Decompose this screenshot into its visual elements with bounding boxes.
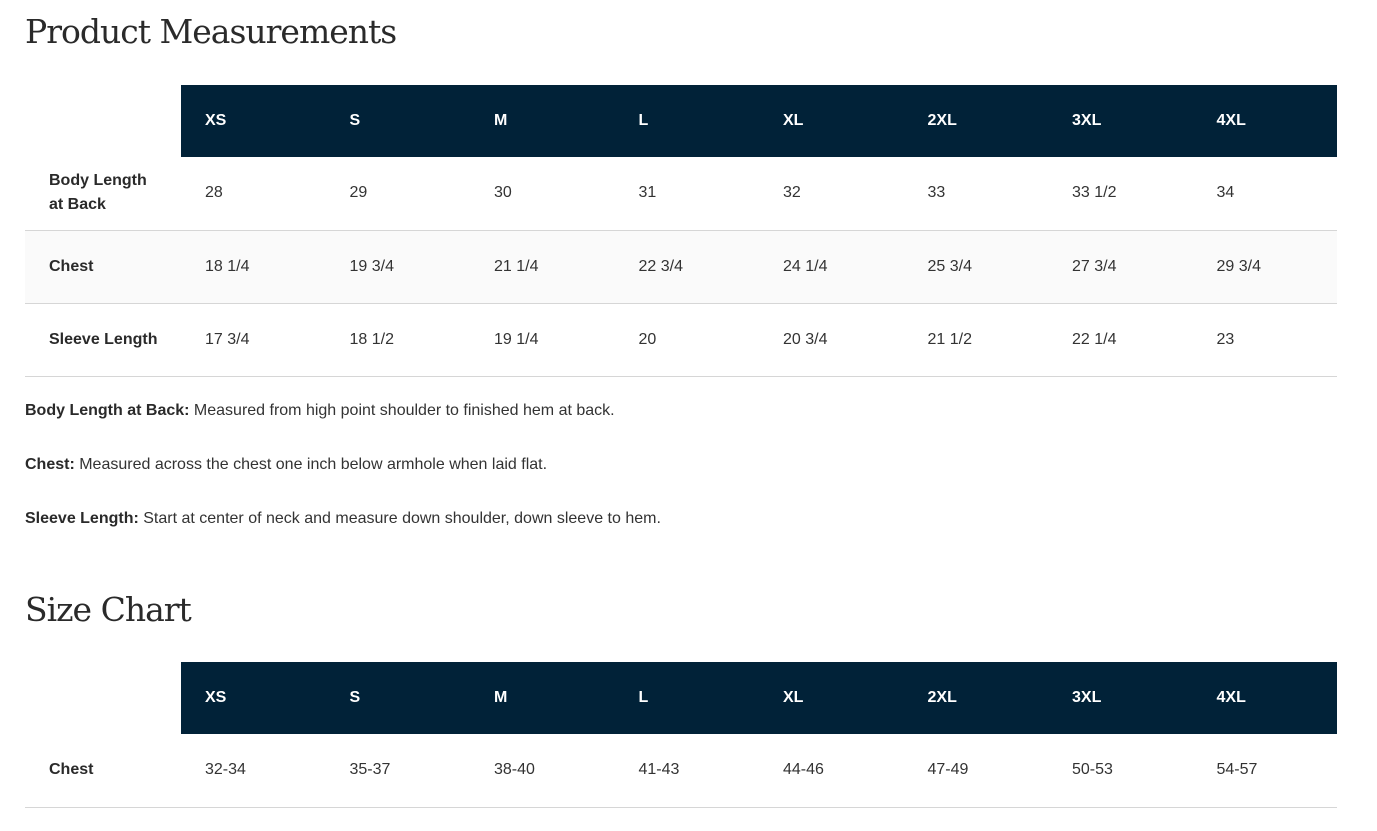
cell-value: 33 1/2 xyxy=(1048,157,1193,231)
size-header-s: S xyxy=(325,662,470,734)
row-label: Sleeve Length xyxy=(25,303,181,377)
row-label: Chest xyxy=(25,230,181,304)
note-text: Measured across the chest one inch below… xyxy=(74,456,548,473)
note-term: Body Length at Back: xyxy=(25,402,190,419)
size-header-2xl: 2XL xyxy=(903,662,1048,734)
size-header-3xl: 3XL xyxy=(1048,662,1193,734)
size-header-xs: XS xyxy=(181,662,326,734)
cell-value: 33 xyxy=(903,157,1048,231)
table-row: Body Length at Back 28 29 30 31 32 33 33 1/2 34 xyxy=(25,157,1337,231)
cell-value: 32-34 xyxy=(181,734,326,808)
cell-value: 28 xyxy=(181,157,326,231)
size-header-m: M xyxy=(470,85,615,157)
cell-value: 21 1/4 xyxy=(470,230,615,304)
size-header-s: S xyxy=(325,85,470,157)
cell-value: 31 xyxy=(614,157,759,231)
cell-value: 22 3/4 xyxy=(614,230,759,304)
measurement-note: Chest: Measured across the chest one inc… xyxy=(25,456,547,474)
cell-value: 27 3/4 xyxy=(1048,230,1193,304)
cell-value: 30 xyxy=(470,157,615,231)
cell-value: 19 3/4 xyxy=(325,230,470,304)
cell-value: 23 xyxy=(1192,303,1337,377)
cell-value: 18 1/2 xyxy=(325,303,470,377)
cell-value: 34 xyxy=(1192,157,1337,231)
row-label: Body Length at Back xyxy=(25,157,181,231)
size-header-4xl: 4XL xyxy=(1192,662,1337,734)
cell-value: 25 3/4 xyxy=(903,230,1048,304)
cell-value: 17 3/4 xyxy=(181,303,326,377)
cell-value: 44-46 xyxy=(759,734,904,808)
size-header-l: L xyxy=(614,85,759,157)
size-chart-table: XS S M L XL 2XL 3XL 4XL Chest 32-34 35-37 38-40 41-… xyxy=(25,662,1337,808)
cell-value: 32 xyxy=(759,157,904,231)
cell-value: 47-49 xyxy=(903,734,1048,808)
size-header-xl: XL xyxy=(759,662,904,734)
table-row: Chest 18 1/4 19 3/4 21 1/4 22 3/4 24 1/4 25 3/… xyxy=(25,230,1337,304)
size-chart-title: Size Chart xyxy=(25,590,192,629)
measurements-table: XS S M L XL 2XL 3XL 4XL Body Length at Back 28 29… xyxy=(25,85,1337,377)
corner-cell xyxy=(25,85,181,157)
table-row: Chest 32-34 35-37 38-40 41-43 44-46 47-49 50-53… xyxy=(25,734,1337,808)
size-header-m: M xyxy=(470,662,615,734)
cell-value: 29 3/4 xyxy=(1192,230,1337,304)
cell-value: 20 3/4 xyxy=(759,303,904,377)
cell-value: 54-57 xyxy=(1192,734,1337,808)
cell-value: 35-37 xyxy=(325,734,470,808)
size-header-3xl: 3XL xyxy=(1048,85,1193,157)
cell-value: 24 1/4 xyxy=(759,230,904,304)
row-label: Chest xyxy=(25,734,181,808)
size-header-4xl: 4XL xyxy=(1192,85,1337,157)
size-header-2xl: 2XL xyxy=(903,85,1048,157)
cell-value: 19 1/4 xyxy=(470,303,615,377)
measurement-note: Sleeve Length: Start at center of neck a… xyxy=(25,510,661,528)
product-measurements-title: Product Measurements xyxy=(25,12,397,51)
cell-value: 50-53 xyxy=(1048,734,1193,808)
corner-cell xyxy=(25,662,181,734)
note-term: Chest: xyxy=(25,456,75,473)
cell-value: 29 xyxy=(325,157,470,231)
note-text: Measured from high point shoulder to fin… xyxy=(189,402,615,419)
size-header-xl: XL xyxy=(759,85,904,157)
size-header-l: L xyxy=(614,662,759,734)
note-text: Start at center of neck and measure down… xyxy=(138,510,661,527)
table-row: Sleeve Length 17 3/4 18 1/2 19 1/4 20 20 3/4 2… xyxy=(25,303,1337,377)
cell-value: 22 1/4 xyxy=(1048,303,1193,377)
measurement-note: Body Length at Back: Measured from high … xyxy=(25,402,615,420)
cell-value: 21 1/2 xyxy=(903,303,1048,377)
cell-value: 41-43 xyxy=(614,734,759,808)
cell-value: 20 xyxy=(614,303,759,377)
cell-value: 38-40 xyxy=(470,734,615,808)
note-term: Sleeve Length: xyxy=(25,510,139,527)
cell-value: 18 1/4 xyxy=(181,230,326,304)
size-header-xs: XS xyxy=(181,85,326,157)
